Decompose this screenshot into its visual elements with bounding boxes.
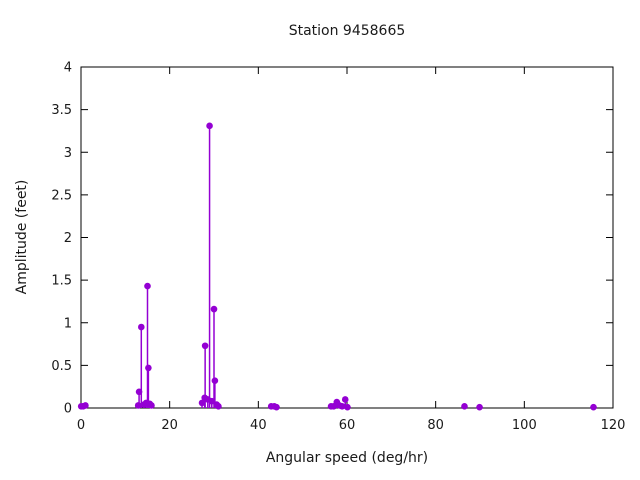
- data-point: [273, 403, 280, 411]
- data-point: [210, 305, 218, 313]
- data-point: [215, 402, 222, 410]
- data-point: [134, 402, 142, 409]
- x-tick-label: 60: [339, 418, 356, 433]
- y-tick-label: 1: [64, 316, 72, 331]
- x-axis-label: Angular speed (deg/hr): [265, 450, 429, 466]
- data-point: [201, 342, 209, 350]
- y-tick-label: 0.5: [51, 359, 72, 374]
- x-tick-label: 20: [161, 418, 178, 433]
- x-tick-label: 40: [250, 418, 267, 433]
- data-point: [338, 402, 346, 410]
- data-point: [148, 402, 155, 409]
- data-point: [198, 399, 206, 407]
- y-axis-label-text: Amplitude (feet): [14, 179, 30, 295]
- data-point: [144, 282, 151, 290]
- y-tick-label: 3: [64, 146, 72, 161]
- data-point: [341, 396, 349, 403]
- data-point: [145, 364, 152, 372]
- y-tick-label: 4: [64, 61, 72, 76]
- data-point: [82, 402, 89, 409]
- chart-title: Station 9458665: [288, 23, 406, 39]
- x-tick-label: 0: [77, 418, 85, 433]
- x-tick-label: 80: [427, 418, 444, 433]
- data-point: [137, 323, 145, 331]
- y-tick-label: 3.5: [51, 103, 72, 118]
- data-point: [206, 122, 213, 130]
- y-tick-label: 2.5: [51, 188, 72, 203]
- y-tick-label: 0: [64, 402, 72, 417]
- data-point: [461, 402, 468, 410]
- plot-border: [80, 66, 614, 409]
- data-point: [476, 403, 483, 411]
- y-tick-label: 1.5: [51, 274, 72, 289]
- data-point: [590, 403, 597, 411]
- x-tick-label: 100: [512, 418, 537, 433]
- y-tick-label: 2: [64, 231, 72, 246]
- data-point: [211, 377, 219, 385]
- x-tick-label: 120: [601, 418, 626, 433]
- data-point: [344, 403, 351, 411]
